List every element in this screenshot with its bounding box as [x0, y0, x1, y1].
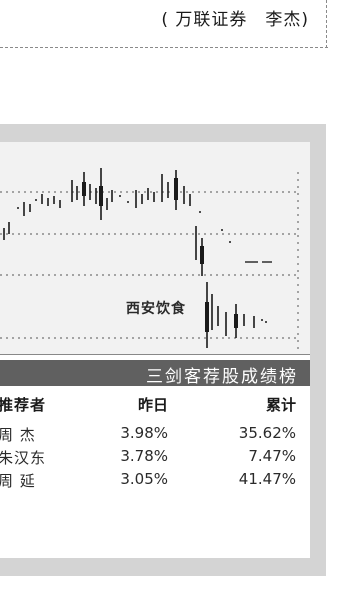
- yesterday-return: 3.05%: [120, 470, 168, 488]
- cumulative-return: 35.62%: [238, 424, 296, 442]
- header-recommender: 推荐者: [0, 396, 47, 414]
- recommender-name: 周 杰: [0, 426, 36, 444]
- header-cumulative: 累计: [265, 396, 296, 414]
- chart-stock-name: 西安饮食: [126, 301, 186, 317]
- stock-panel: 西安饮食 三剑客荐股成绩榜 推荐者 昨日 累计 周 杰 3.98% 35.62%…: [0, 124, 326, 576]
- table-row: 周 杰 3.98% 35.62%: [0, 424, 310, 447]
- table-row: 朱汉东 3.78% 7.47%: [0, 447, 310, 470]
- table-header-row: 推荐者 昨日 累计: [0, 394, 310, 424]
- cumulative-return: 41.47%: [238, 470, 296, 488]
- header-yesterday: 昨日: [137, 396, 168, 414]
- yesterday-return: 3.98%: [120, 424, 168, 442]
- recommender-name: 朱汉东: [0, 449, 47, 467]
- byline-area: ( 万联证券 李杰): [0, 0, 347, 50]
- panel-content: 西安饮食 三剑客荐股成绩榜 推荐者 昨日 累计 周 杰 3.98% 35.62%…: [0, 142, 310, 558]
- ranking-title: 三剑客荐股成绩榜: [146, 367, 298, 387]
- ranking-title-bar: 三剑客荐股成绩榜: [0, 360, 310, 387]
- table-row: 周 延 3.05% 41.47%: [0, 470, 310, 493]
- byline-text: ( 万联证券 李杰): [161, 10, 309, 30]
- stock-chart: 西安饮食: [0, 142, 310, 355]
- cumulative-return: 7.47%: [248, 447, 296, 465]
- kline-chart-graphic: [0, 168, 300, 350]
- yesterday-return: 3.78%: [120, 447, 168, 465]
- dashed-divider-vertical: [326, 0, 327, 48]
- recommender-name: 周 延: [0, 472, 36, 490]
- dashed-divider: [0, 47, 328, 48]
- ranking-table: 推荐者 昨日 累计 周 杰 3.98% 35.62% 朱汉东 3.78% 7.4…: [0, 394, 310, 493]
